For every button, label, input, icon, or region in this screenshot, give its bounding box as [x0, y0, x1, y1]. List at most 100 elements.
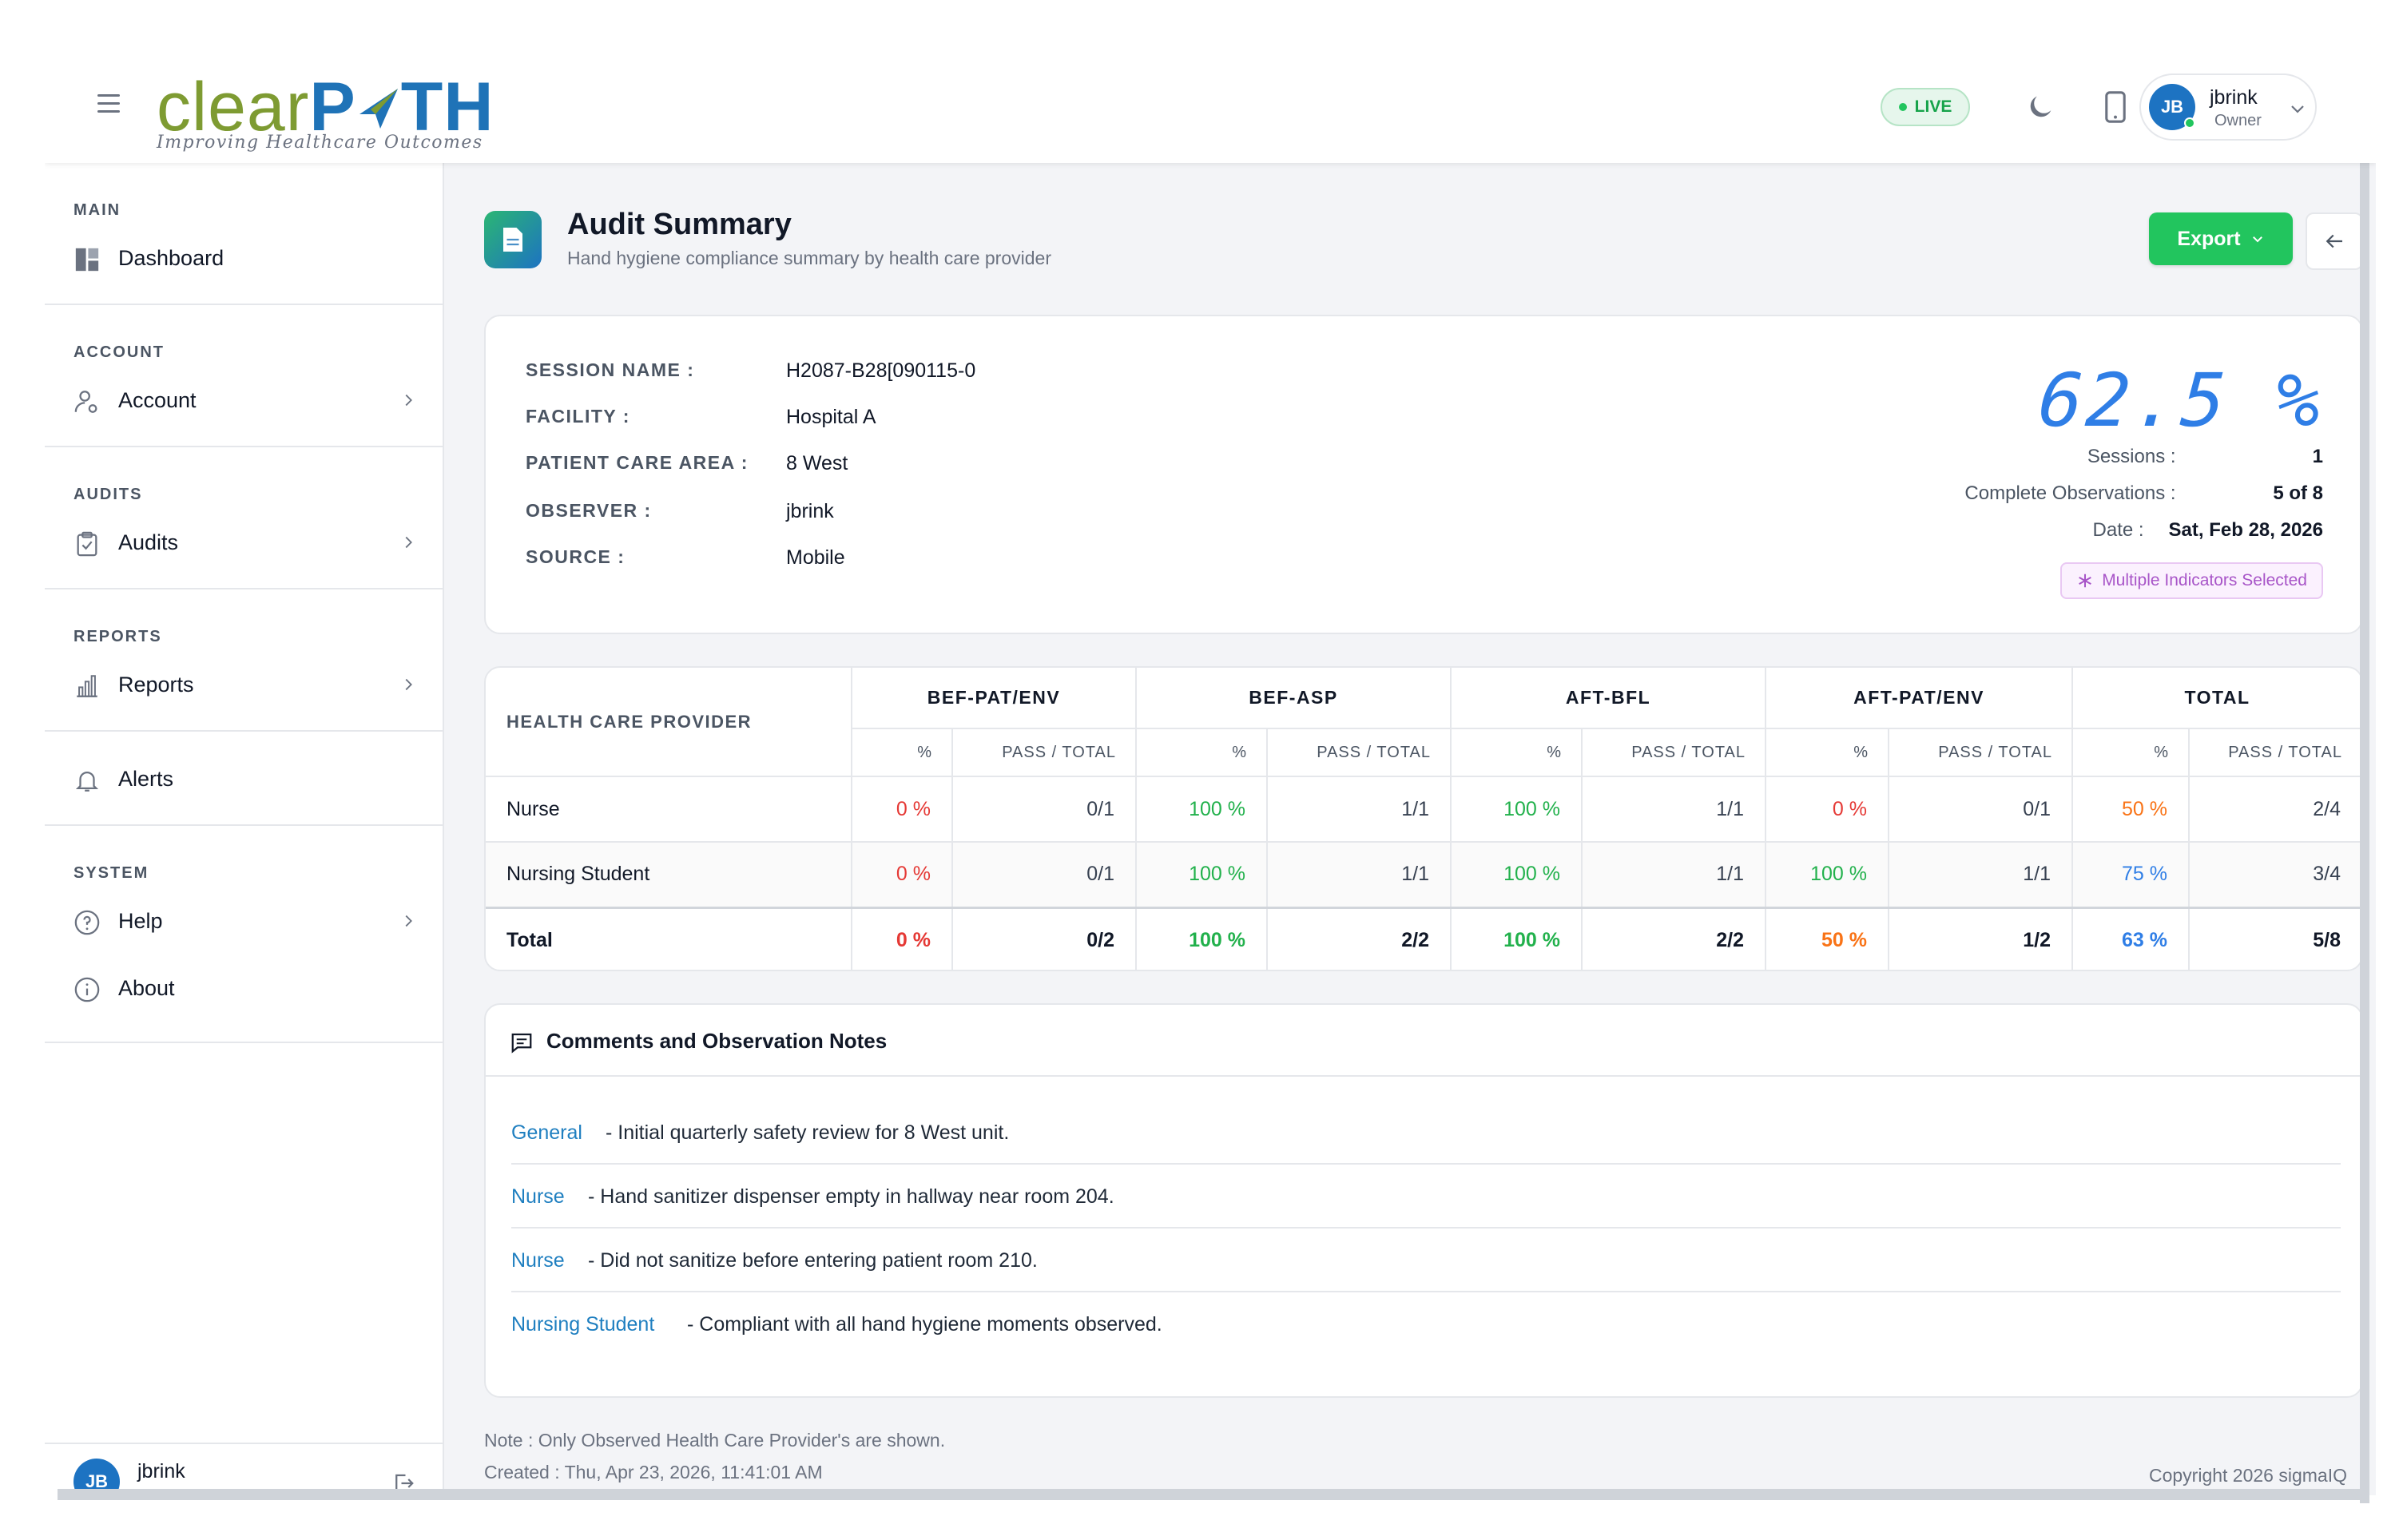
indicators-chip[interactable]: Multiple Indicators Selected — [2060, 562, 2323, 599]
section-heading-account: ACCOUNT — [73, 343, 165, 361]
sidebar-item-dashboard[interactable]: Dashboard — [45, 235, 444, 283]
comment-author-link[interactable]: Nurse — [511, 1249, 565, 1272]
user-name: jbrink — [137, 1460, 185, 1482]
mobile-device-icon[interactable] — [2095, 86, 2136, 128]
sidebar-item-alerts[interactable]: Alerts — [45, 756, 444, 804]
table-total-row: Total 0 % 0/2 100 % 2/2 100 % 2/2 50 % 1… — [486, 906, 2361, 970]
chevron-down-icon — [2252, 236, 2262, 243]
column-group-header: AFT-PAT/ENV — [1765, 668, 2074, 729]
logo-path-end-text: TH — [400, 69, 495, 145]
overall-compliance-percent: 62.5 % — [2035, 358, 2326, 443]
live-status-badge: LIVE — [1881, 88, 1970, 126]
sidebar-item-help[interactable]: Help — [45, 898, 444, 946]
user-settings-icon — [74, 391, 97, 413]
provider-name: Nurse — [486, 776, 852, 843]
comment-item: General - Initial quarterly safety revie… — [511, 1101, 2341, 1165]
help-circle-icon — [74, 910, 100, 935]
pct-cell: 75 % — [2071, 841, 2191, 908]
pass-total-cell: 0/1 — [951, 841, 1137, 908]
field-label: PATIENT CARE AREA : — [526, 452, 749, 473]
column-group-header: AFT-BFL — [1450, 668, 1767, 729]
sidebar-item-label: Account — [118, 388, 197, 412]
sidebar-item-label: About — [118, 976, 175, 1000]
avatar-initials: JB — [85, 1471, 109, 1491]
sidebar-item-account[interactable]: Account — [45, 377, 444, 425]
field-value: H2087-B28[090115-0 — [786, 359, 976, 382]
field-label: FACILITY : — [526, 406, 630, 427]
section-heading-main: MAIN — [73, 201, 121, 219]
pass-total-cell: 2/4 — [2188, 776, 2361, 843]
avatar-initials: JB — [2160, 97, 2184, 117]
pct-subheader: % — [1450, 728, 1583, 777]
sidebar-item-label: Help — [118, 909, 163, 933]
section-heading-reports: REPORTS — [73, 628, 162, 645]
pct-cell: 100 % — [1765, 841, 1890, 908]
pct-cell: 100 % — [1450, 906, 1583, 970]
sidebar-item-about[interactable]: About — [45, 965, 444, 1013]
pass-total-cell: 3/4 — [2188, 841, 2361, 908]
compliance-table: HEALTH CARE PROVIDER BEF-PAT/ENV BEF-ASP… — [486, 668, 2361, 970]
comment-author-link[interactable]: General — [511, 1121, 582, 1144]
live-label: LIVE — [1914, 97, 1952, 116]
logo-tagline: Improving Healthcare Outcomes — [157, 133, 483, 153]
user-menu[interactable]: JB jbrink Owner — [2139, 73, 2317, 141]
pass-total-cell: 1/1 — [1888, 841, 2074, 908]
back-button[interactable] — [2306, 212, 2363, 270]
pass-total-cell: 1/1 — [1581, 776, 1767, 843]
created-timestamp: Created : Thu, Apr 23, 2026, 11:41:01 AM — [484, 1462, 823, 1482]
field-label: SOURCE : — [526, 546, 626, 567]
asterisk-icon — [2079, 574, 2092, 588]
field-label: SESSION NAME : — [526, 359, 695, 380]
logo-paper-plane-icon — [359, 89, 398, 129]
pass-total-cell: 1/1 — [1265, 841, 1452, 908]
stat-value: 1 — [2312, 446, 2323, 467]
compliance-table-card: HEALTH CARE PROVIDER BEF-PAT/ENV BEF-ASP… — [484, 666, 2363, 971]
pass-total-cell: 0/1 — [1888, 776, 2074, 843]
pct-subheader: % — [1765, 728, 1890, 777]
copyright-text: Copyright 2026 sigmaIQ — [2148, 1465, 2347, 1486]
pct-cell: 50 % — [2071, 776, 2191, 843]
online-indicator — [2184, 117, 2195, 129]
pass-total-cell: 1/2 — [1888, 906, 2074, 970]
indicators-chip-label: Multiple Indicators Selected — [2102, 571, 2307, 589]
table-row: Nursing Student 0 % 0/1 100 % 1/1 100 % … — [486, 841, 2361, 908]
provider-name: Nursing Student — [486, 841, 852, 908]
dashboard-icon — [75, 248, 99, 272]
column-group-header: BEF-PAT/ENV — [851, 668, 1137, 729]
pct-cell: 0 % — [851, 906, 953, 970]
sidebar-divider — [45, 588, 444, 589]
field-label: OBSERVER : — [526, 500, 652, 521]
comments-card: Comments and Observation Notes General -… — [484, 1003, 2363, 1398]
pass-total-cell: 0/1 — [951, 776, 1137, 843]
field-value: 8 West — [786, 452, 848, 474]
stat-value: 5 of 8 — [2273, 482, 2323, 504]
pass-total-cell: 2/2 — [1581, 906, 1767, 970]
comments-header: Comments and Observation Notes — [486, 1005, 2361, 1077]
comment-author-link[interactable]: Nursing Student — [511, 1313, 655, 1336]
sidebar-divider — [45, 1042, 444, 1043]
message-square-icon — [511, 1033, 532, 1054]
stat-label: Sessions : — [2087, 446, 2176, 467]
section-heading-audits: AUDITS — [73, 486, 143, 503]
clearpath-logo[interactable]: clearP TH Improving Healthcare Outcomes — [157, 67, 495, 155]
menu-toggle-icon[interactable] — [97, 94, 120, 115]
pct-cell: 100 % — [1450, 776, 1583, 843]
sidebar-item-reports[interactable]: Reports — [45, 661, 444, 709]
sidebar-item-label: Audits — [118, 530, 179, 554]
chevron-right-icon — [405, 915, 412, 927]
pct-cell: 63 % — [2071, 906, 2191, 970]
pct-subheader: % — [852, 728, 953, 777]
sidebar-item-audits[interactable]: Audits — [45, 519, 444, 567]
table-row: Nurse 0 % 0/1 100 % 1/1 100 % 1/1 0 % 0/… — [486, 776, 2361, 843]
field-value: Hospital A — [786, 406, 876, 428]
user-role: Owner — [2214, 112, 2262, 129]
export-button[interactable]: Export — [2149, 212, 2293, 265]
column-group-header: BEF-ASP — [1134, 668, 1452, 729]
comment-author-link[interactable]: Nurse — [511, 1185, 565, 1208]
pct-subheader: % — [1135, 728, 1268, 777]
pct-cell: 50 % — [1765, 906, 1890, 970]
document-icon — [484, 211, 542, 268]
clipboard-check-icon — [77, 531, 97, 557]
dark-mode-toggle-icon[interactable] — [2020, 86, 2061, 128]
pass-total-subheader: PASS / TOTAL — [951, 728, 1137, 777]
